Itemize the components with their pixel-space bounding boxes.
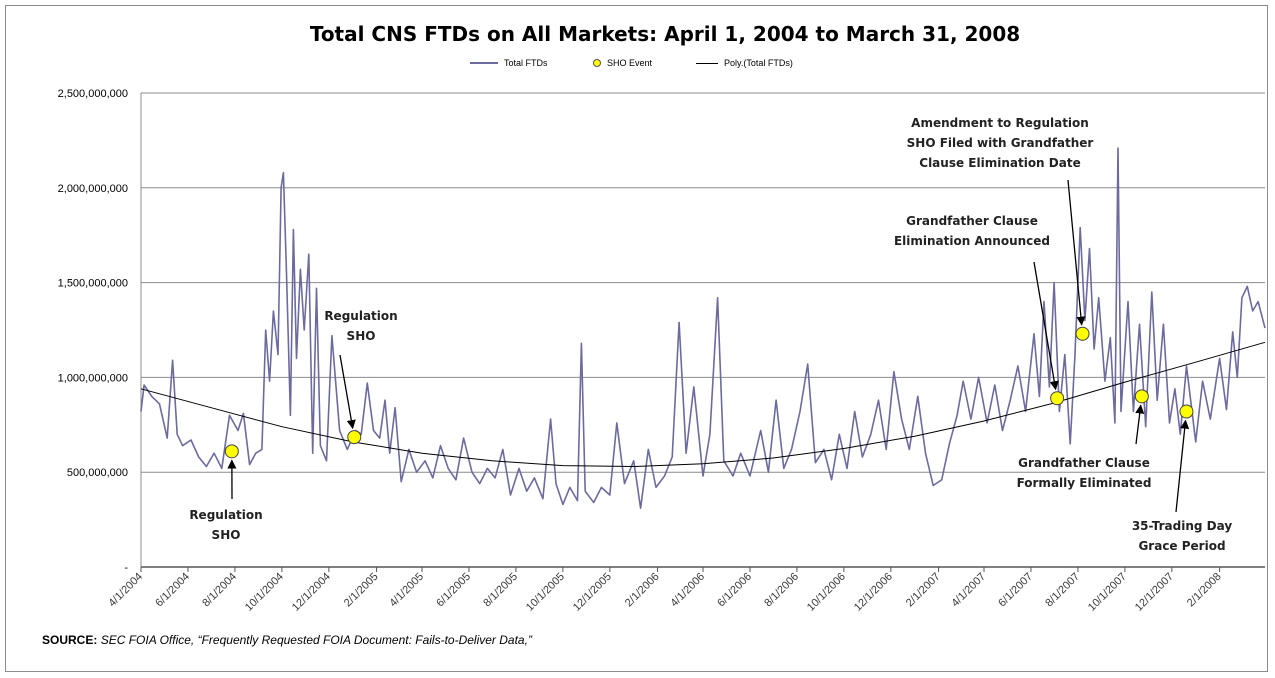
legend-item-total-ftds: Total FTDs [470,58,548,68]
x-tick-label: 8/1/2006 [762,571,801,610]
legend-label: Poly.(Total FTDs) [724,58,793,68]
y-tick-label: 2,500,000,000 [58,88,128,100]
x-tick-label: 6/1/2004 [153,571,192,610]
y-tick-label: - [124,562,128,574]
annotation-label: Elimination Announced [894,234,1050,248]
chart-title: Total CNS FTDs on All Markets: April 1, … [309,22,1021,46]
y-tick-label: 1,000,000,000 [58,372,128,384]
x-tick-label: 10/1/2006 [805,571,848,614]
sho-event-marker [1134,389,1149,404]
x-tick-label: 12/1/2007 [1133,571,1176,614]
source-note: SOURCE: SEC FOIA Office, “Frequently Req… [42,633,532,647]
x-tick-label: 4/1/2004 [106,571,145,610]
x-tick-label: 2/1/2006 [623,571,662,610]
annotation-arrow [1175,419,1190,513]
x-tick-label: 2/1/2007 [904,571,943,610]
x-tick-label: 8/1/2005 [481,571,520,610]
x-tick-label: 4/1/2007 [949,571,988,610]
sho-event-marker [1179,404,1194,419]
annotation-label: 35-Trading Day [1132,519,1233,533]
annotation-arrow [339,354,356,430]
x-tick-label: 12/1/2006 [852,571,895,614]
y-tick-label: 1,500,000,000 [58,278,128,290]
annotation-label: Grandfather Clause [1018,456,1150,470]
annotation-arrow [1135,404,1145,445]
x-tick-label: 12/1/2004 [290,571,333,614]
annotation-label: Grandfather Clause [906,214,1038,228]
sho-event-marker [1075,326,1090,341]
legend-label: SHO Event [607,58,653,68]
annotation-label: Amendment to Regulation [911,116,1089,130]
x-tick-label: 4/1/2005 [387,571,426,610]
annotation-label: Regulation [324,309,397,323]
x-tick-label: 8/1/2004 [200,571,239,610]
series-poly-trend-line [140,341,1266,468]
x-tick-label: 2/1/2005 [342,571,381,610]
x-tick-label: 6/1/2007 [996,571,1035,610]
series-total-ftds-line [140,147,1266,510]
annotation-label: SHO Filed with Grandfather [907,136,1094,150]
annotation-label: Formally Eliminated [1017,476,1152,490]
x-tick-label: 12/1/2005 [571,571,614,614]
y-tick-label: 2,000,000,000 [58,183,128,195]
annotation-label: Clause Elimination Date [919,156,1080,170]
x-tick-label: 4/1/2006 [668,571,707,610]
y-tick-label: 500,000,000 [67,467,128,479]
annotation-arrow [1067,179,1086,326]
x-tick-label: 6/1/2006 [715,571,754,610]
x-tick-label: 10/1/2005 [524,571,567,614]
annotation-label: Grace Period [1138,539,1225,553]
x-tick-label: 2/1/2008 [1185,571,1224,610]
x-tick-label: 6/1/2005 [434,571,473,610]
sho-event-marker [224,444,239,459]
sho-event-marker [1050,391,1065,406]
legend-label: Total FTDs [504,58,548,68]
source-prefix: SOURCE: [42,633,98,647]
x-tick-label: 8/1/2007 [1043,571,1082,610]
legend-marker-swatch [593,59,601,67]
legend-item-poly-trend: Poly.(Total FTDs) [696,58,793,68]
sho-event-marker [347,430,362,445]
annotation-label: SHO [347,329,376,343]
annotation-label: Regulation [189,508,262,522]
x-tick-label: 10/1/2007 [1086,571,1129,614]
x-tick-label: 10/1/2004 [243,571,286,614]
legend-line-swatch [470,62,498,64]
legend-line-swatch [696,62,718,64]
legend-item-sho-event: SHO Event [593,58,652,68]
annotation-label: SHO [212,528,241,542]
source-text: SEC FOIA Office, “Frequently Requested F… [100,633,532,647]
chart-frame [5,5,1268,672]
annotation-arrow [1033,261,1059,391]
